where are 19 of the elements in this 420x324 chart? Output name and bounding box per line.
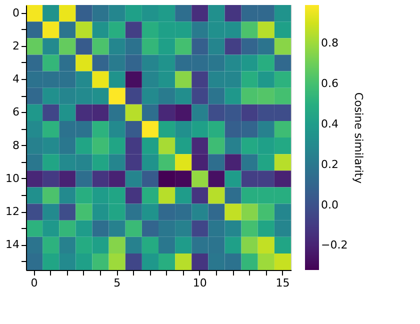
y-tick-label: 6: [12, 106, 20, 119]
y-tick-label: 4: [12, 72, 20, 86]
x-tick-label: 10: [192, 276, 207, 290]
x-tick-label: 5: [114, 276, 121, 290]
color-bar-label: 0.2: [321, 158, 338, 171]
color-bar-label: 0.4: [321, 117, 338, 130]
color-bar-label: 0.8: [321, 36, 338, 50]
y-tick-label: 10: [6, 172, 20, 185]
x-tick-label: 0: [30, 276, 38, 290]
color-bar-label: 0.0: [321, 198, 338, 212]
color-bar-label: −0.2: [321, 238, 348, 252]
y-tick-label: 12: [6, 205, 20, 218]
y-tick-label: 8: [12, 138, 20, 152]
color-bar-title: Cosine similarity: [352, 92, 365, 184]
color-bar-label: 0.6: [321, 76, 338, 90]
x-tick-label: 15: [276, 276, 290, 290]
y-tick-label: 2: [12, 39, 20, 52]
y-tick-label: 0: [12, 6, 20, 20]
y-tick-label: 14: [6, 238, 20, 252]
